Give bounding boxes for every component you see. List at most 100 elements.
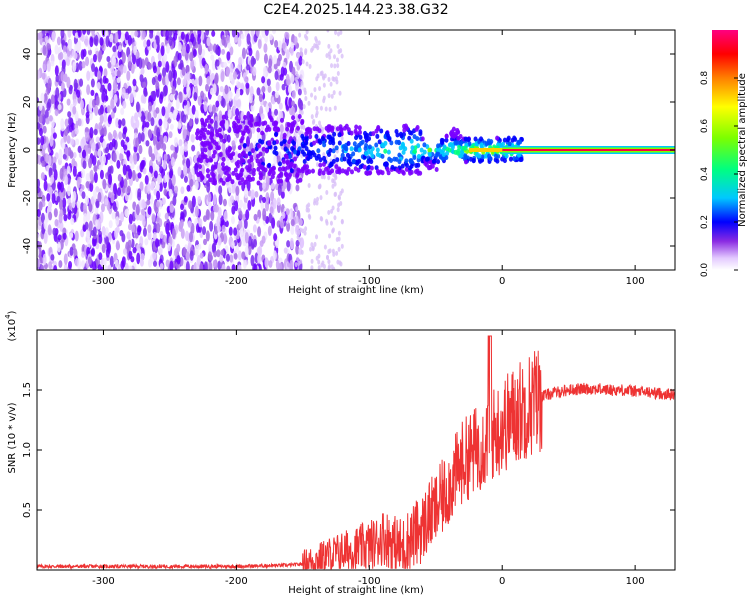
heatmap-cell [359, 140, 364, 146]
heatmap-cell [255, 30, 260, 37]
heatmap-cell [295, 239, 300, 247]
heatmap-cell [453, 140, 458, 146]
heatmap-cell [60, 124, 65, 132]
heatmap-cell [253, 238, 258, 248]
heatmap-cell [186, 184, 191, 192]
heatmap-cell [265, 105, 270, 113]
heatmap-cell [241, 158, 246, 164]
heatmap-cell [354, 144, 359, 150]
heatmap-cell [318, 183, 322, 189]
figure-title: C2E4.2025.144.23.38.G32 [263, 2, 448, 18]
heatmap-cell [155, 182, 160, 191]
heatmap-cell [68, 39, 73, 52]
heatmap-cell [142, 81, 147, 89]
heatmap-cell [385, 166, 390, 172]
heatmap-cell [72, 165, 77, 177]
heatmap-cell [157, 52, 162, 61]
heatmap-cell [263, 120, 268, 126]
heatmap-cell [162, 159, 167, 170]
heatmap-cell [203, 147, 208, 153]
heatmap-cell [381, 143, 386, 149]
heatmap-cell [177, 122, 182, 130]
heatmap-cell [177, 52, 182, 61]
heatmap-cell [153, 222, 158, 234]
heatmap-cell [142, 227, 147, 237]
heatmap-cell [180, 203, 185, 211]
heatmap-cell [357, 147, 362, 153]
heatmap-cell [208, 144, 213, 150]
heatmap-cell [165, 222, 170, 235]
heatmap-cell [371, 131, 376, 137]
heatmap-cell [203, 127, 208, 133]
heatmap-cell [37, 69, 41, 80]
heatmap-cell [68, 86, 73, 95]
heatmap-cell [155, 80, 160, 90]
heatmap-cell [256, 166, 261, 172]
heatmap-cell [255, 49, 260, 61]
heatmap-cell [291, 140, 296, 146]
heatmap-cell [407, 135, 412, 141]
heatmap-cell [207, 251, 212, 261]
heatmap-cell [188, 200, 193, 210]
heatmap-cell [215, 145, 220, 151]
heatmap-cell [518, 157, 523, 163]
heatmap-cell [331, 183, 335, 189]
heatmap-cell [255, 158, 260, 164]
heatmap-cell [153, 170, 158, 179]
heatmap-cell [207, 115, 212, 121]
heatmap-cell [322, 142, 327, 148]
heatmap-cell [198, 136, 203, 142]
heatmap-cell [237, 180, 242, 186]
heatmap-cell [111, 55, 116, 66]
heatmap-cell [221, 48, 226, 55]
heatmap-cell [162, 143, 167, 152]
heatmap-cell [327, 76, 331, 82]
heatmap-cell [57, 241, 62, 253]
heatmap-cell [140, 208, 145, 216]
heatmap-cell [47, 98, 52, 109]
heatmap-cell [88, 101, 93, 113]
heatmap-cell [495, 135, 500, 141]
heatmap-cell [174, 137, 179, 148]
heatmap-cell [315, 105, 319, 111]
heatmap-cell [305, 35, 309, 41]
carrier-line-lead [468, 148, 503, 152]
heatmap-cell [477, 153, 482, 159]
heatmap-cell [47, 77, 52, 89]
heatmap-cell [289, 128, 294, 134]
heatmap-cell [104, 227, 109, 236]
heatmap-cell [318, 124, 322, 130]
heatmap-cell [336, 70, 340, 76]
spectrogram-y-label: Frequency (Hz) [7, 112, 18, 188]
heatmap-cell [277, 161, 282, 167]
heatmap-cell [291, 90, 296, 99]
heatmap-cell [75, 138, 80, 146]
heatmap-cell [197, 95, 202, 106]
heatmap-cell [244, 76, 249, 83]
heatmap-cell [216, 224, 221, 233]
heatmap-cell [332, 90, 336, 96]
heatmap-cell [118, 131, 123, 140]
heatmap-cell [370, 153, 375, 159]
heatmap-cell [357, 158, 362, 164]
heatmap-cell [264, 30, 269, 36]
heatmap-cell [168, 188, 173, 198]
heatmap-cell [127, 239, 132, 249]
heatmap-cell [334, 30, 338, 36]
heatmap-cell [210, 171, 215, 177]
heatmap-cell [295, 71, 299, 77]
heatmap-cell [334, 145, 339, 151]
heatmap-cell [281, 42, 286, 50]
heatmap-cell [98, 252, 103, 261]
heatmap-cell [122, 127, 127, 135]
heatmap-cell [199, 262, 204, 270]
spectrogram-image [37, 30, 675, 270]
heatmap-cell [240, 177, 245, 183]
heatmap-cell [224, 84, 229, 95]
heatmap-cell [203, 101, 208, 113]
heatmap-cell [237, 145, 242, 151]
heatmap-cell [340, 135, 344, 141]
heatmap-cell [214, 141, 219, 147]
heatmap-cell [44, 109, 49, 120]
heatmap-cell [188, 118, 193, 127]
